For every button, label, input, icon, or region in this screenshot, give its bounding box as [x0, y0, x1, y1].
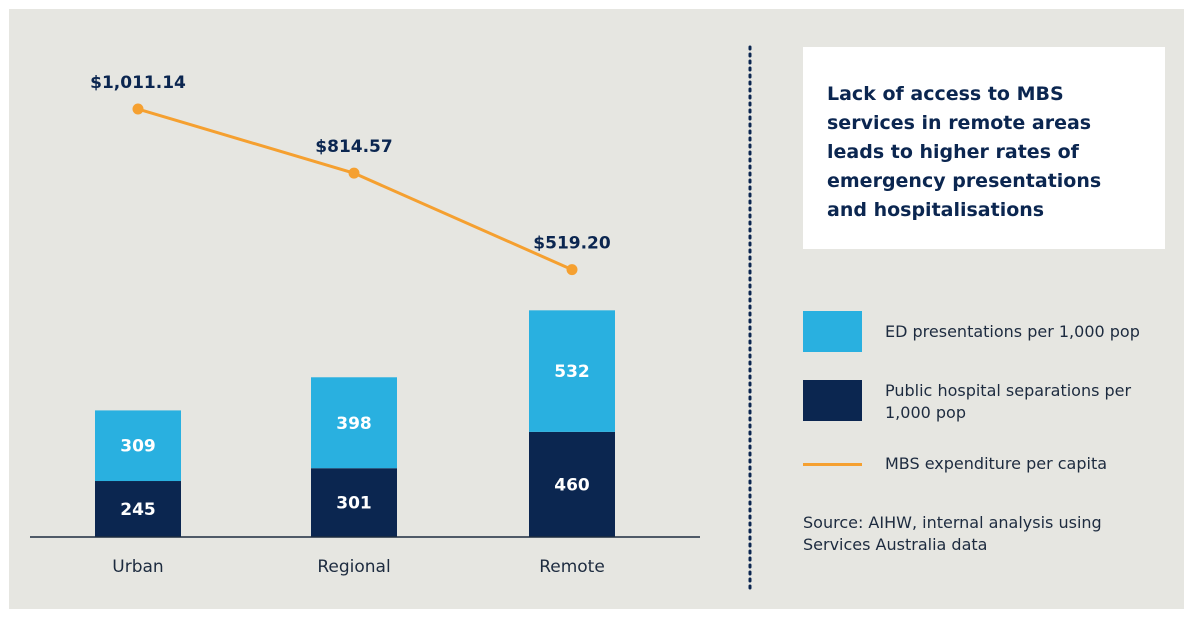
bar-segment	[311, 377, 397, 469]
legend-item: MBS expenditure per capita	[803, 444, 1173, 486]
bar-segment	[529, 310, 615, 432]
data-label: 532	[554, 362, 590, 382]
data-label: $1,011.14	[90, 73, 186, 93]
x-tick-label: Urban	[112, 557, 163, 577]
bar-segment	[95, 481, 181, 537]
data-label: 398	[336, 414, 372, 434]
legend-label: ED presentations per 1,000 pop	[885, 322, 1140, 341]
data-label: 245	[120, 500, 156, 520]
legend-label: Public hospital separations per 1,000 po…	[885, 381, 1132, 422]
data-label: 309	[120, 437, 156, 457]
bar-segment	[95, 410, 181, 482]
legend-label: MBS expenditure per capita	[885, 454, 1108, 473]
x-tick-label: Regional	[317, 557, 390, 577]
legend-swatch	[803, 311, 862, 352]
callout-title: Lack of access to MBS services in remote…	[803, 47, 1165, 249]
data-label: $519.20	[533, 234, 611, 254]
data-label: 301	[336, 494, 372, 514]
source-note: Source: AIHW, internal analysis using Se…	[803, 513, 1102, 554]
legend-item: Public hospital separations per 1,000 po…	[803, 380, 1173, 422]
legend-swatch	[803, 463, 862, 466]
line-point	[132, 103, 144, 115]
legend-swatch	[803, 380, 862, 421]
bar-segment	[311, 468, 397, 537]
data-label: 460	[554, 475, 590, 495]
line-point	[566, 264, 578, 276]
legend-item: ED presentations per 1,000 pop	[803, 311, 1173, 353]
data-label: $814.57	[315, 137, 392, 157]
line-point	[348, 167, 360, 179]
bar-segment	[529, 431, 615, 537]
x-tick-label: Remote	[539, 557, 605, 577]
